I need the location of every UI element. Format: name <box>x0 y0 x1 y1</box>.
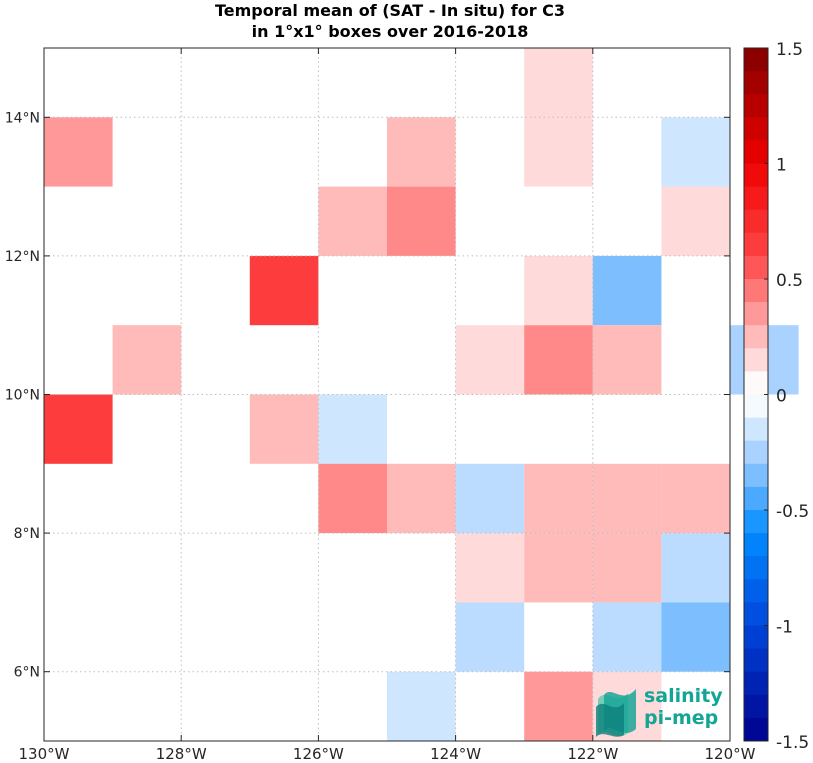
colorbar-segment <box>744 48 768 72</box>
colorbar-segment <box>744 648 768 673</box>
heatmap-cell <box>524 117 593 187</box>
heatmap-cell <box>44 394 113 464</box>
heatmap-cell <box>455 463 525 534</box>
logo-waves-icon <box>596 689 636 737</box>
x-tick-label: 128°W <box>156 745 207 763</box>
heatmap-cell <box>592 325 662 395</box>
colorbar-tick-label: 0.5 <box>776 271 803 291</box>
heatmap-cell <box>524 533 593 603</box>
colorbar-tick-label: -1 <box>776 618 793 638</box>
colorbar-segment <box>744 556 768 580</box>
heatmap-cell <box>455 533 525 603</box>
heatmap-cell <box>249 255 319 326</box>
colorbar-segment <box>744 440 768 465</box>
heatmap-cell <box>387 463 456 534</box>
colorbar-segment <box>744 510 768 534</box>
colorbar-segment <box>744 463 768 488</box>
colorbar-tick-label: 0 <box>776 387 787 407</box>
colorbar-segment <box>744 279 768 303</box>
x-axis: 130°W 128°W 126°W 124°W 122°W 120°W <box>19 48 756 763</box>
colorbar-segment <box>744 186 768 211</box>
colorbar-segment <box>744 71 768 95</box>
logo-text-line1: salinity <box>644 685 723 707</box>
heatmap-cell <box>387 671 456 741</box>
colorbar-segment <box>744 579 768 603</box>
y-tick-label: 14°N <box>5 110 40 126</box>
colorbar-segment <box>744 348 768 372</box>
heatmap-cell <box>455 602 525 672</box>
colorbar-segment <box>744 325 768 349</box>
heatmap-cell <box>455 325 525 395</box>
logo-text-line2: pi-mep <box>644 707 719 729</box>
colorbar-segment <box>744 671 768 696</box>
heatmap-cell <box>44 117 113 187</box>
salinity-pi-mep-logo: salinity pi-mep <box>594 683 734 739</box>
heatmap-cell <box>661 186 730 256</box>
heatmap-cell <box>592 463 662 534</box>
heatmap-cell <box>524 671 593 741</box>
heatmap-cell <box>524 255 593 326</box>
colorbar-segment <box>744 625 768 650</box>
colorbar-tick-label: 1 <box>776 156 787 176</box>
heatmap-cells <box>44 48 799 741</box>
heatmap-cell <box>318 463 387 534</box>
heatmap-cell <box>387 186 456 256</box>
chart-title-block: Temporal mean of (SAT - In situ) for C3 … <box>0 0 780 42</box>
colorbar-tick-label: -0.5 <box>776 502 809 522</box>
heatmap-cell <box>592 533 662 603</box>
colorbar-tick-label: 1.5 <box>776 40 803 60</box>
chart-title: Temporal mean of (SAT - In situ) for C3 <box>214 1 566 20</box>
chart-subtitle: in 1°x1° boxes over 2016-2018 <box>251 22 529 41</box>
heatmap-cell <box>318 186 387 256</box>
colorbar-segment <box>744 255 768 280</box>
y-axis: 6°N 8°N 10°N 12°N 14°N <box>5 110 730 681</box>
heatmap-cell <box>661 463 730 534</box>
y-tick-label: 8°N <box>14 526 40 542</box>
x-tick-label: 124°W <box>430 745 481 763</box>
heatmap-cell <box>661 602 730 672</box>
colorbar-tick-label: -1.5 <box>776 733 809 753</box>
colorbar-segment <box>744 486 768 511</box>
heatmap-cell <box>661 117 730 187</box>
heatmap-cell <box>524 325 593 395</box>
y-tick-label: 12°N <box>5 249 40 265</box>
colorbar-segment <box>744 209 768 234</box>
colorbar: 1.5 1 0.5 0 -0.5 -1 -1.5 <box>743 40 809 753</box>
heatmap-cell <box>318 394 387 464</box>
x-tick-label: 126°W <box>293 745 344 763</box>
colorbar-segment <box>744 417 768 442</box>
colorbar-segment <box>744 602 768 626</box>
heatmap-cell <box>524 48 593 118</box>
grid-lines <box>44 48 730 741</box>
y-tick-label: 10°N <box>5 388 40 404</box>
colorbar-segment <box>744 371 768 395</box>
x-tick-label: 120°W <box>705 745 756 763</box>
heatmap-cell <box>387 117 456 187</box>
heatmap-cell <box>249 394 319 464</box>
colorbar-segment <box>744 533 768 557</box>
colorbar-segment <box>744 694 768 719</box>
heatmap-cell <box>112 325 182 395</box>
colorbar-segment <box>744 394 768 419</box>
colorbar-segment <box>744 117 768 141</box>
colorbar-segment <box>744 232 768 257</box>
heatmap-cell <box>661 533 730 603</box>
colorbar-segment <box>744 302 768 326</box>
heatmap-cell <box>524 463 593 534</box>
colorbar-segment <box>744 163 768 188</box>
heatmap-cell <box>592 255 662 326</box>
colorbar-segment <box>744 717 768 742</box>
x-tick-label: 122°W <box>567 745 618 763</box>
x-tick-label: 130°W <box>19 745 70 763</box>
y-tick-label: 6°N <box>14 665 40 681</box>
colorbar-segment <box>744 94 768 118</box>
heatmap-cell <box>592 602 662 672</box>
colorbar-segment <box>744 140 768 164</box>
